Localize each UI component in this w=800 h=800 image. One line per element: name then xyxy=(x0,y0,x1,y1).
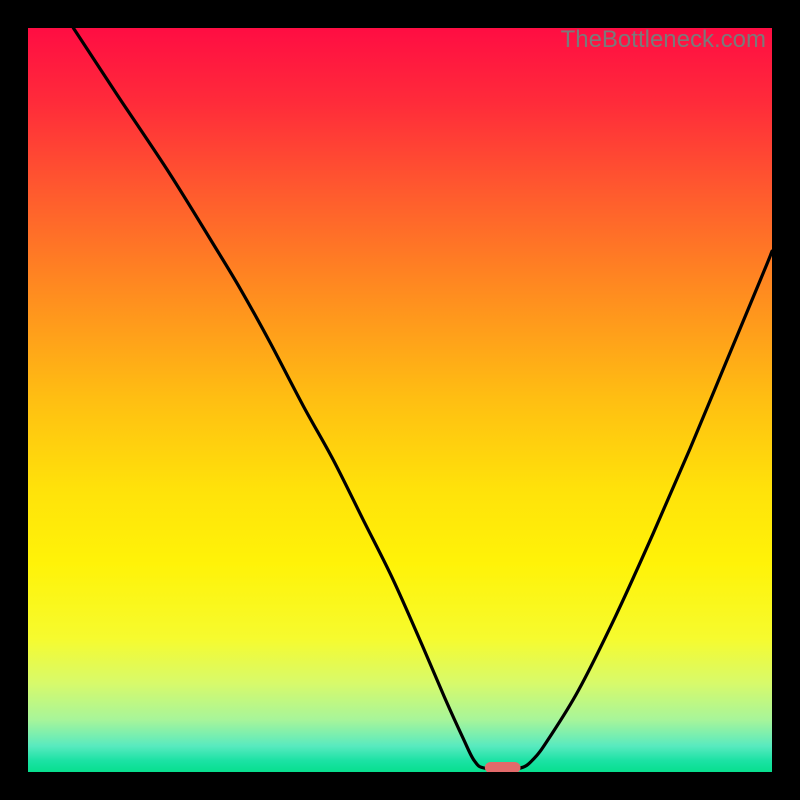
chart-container: TheBottleneck.com xyxy=(0,0,800,800)
bottleneck-curve xyxy=(73,28,772,769)
curve-layer xyxy=(28,28,772,772)
optimal-marker xyxy=(485,762,521,772)
watermark-text: TheBottleneck.com xyxy=(561,26,766,54)
plot-area: TheBottleneck.com xyxy=(28,28,772,772)
